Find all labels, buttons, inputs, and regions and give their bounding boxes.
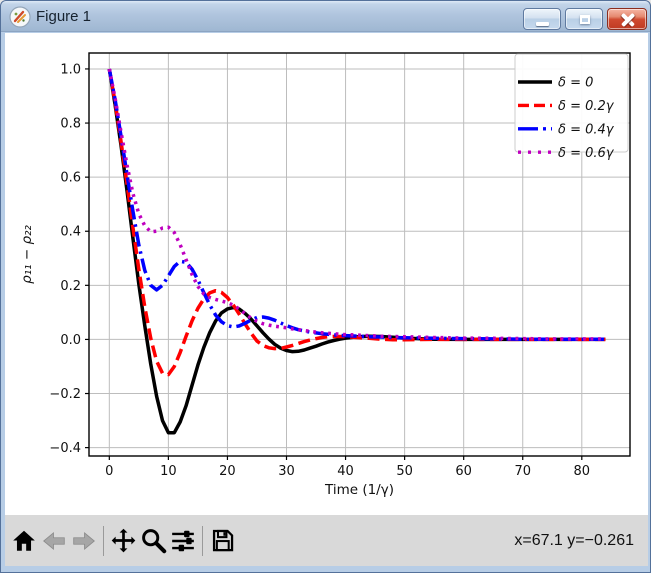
pan-button[interactable] [108, 524, 138, 558]
y-tick-label: 0.6 [60, 171, 81, 186]
back-button[interactable] [39, 524, 69, 558]
titlebar[interactable]: Figure 1 [1, 1, 650, 32]
toolbar-separator [202, 525, 203, 556]
toolbar-separator [103, 525, 104, 556]
legend-label-2: δ = 0.4γ [558, 122, 615, 137]
cursor-position-status: x=67.1 y=−0.261 [514, 532, 634, 549]
legend-label-0: δ = 0 [558, 76, 593, 91]
x-tick-label: 20 [219, 464, 236, 479]
minimize-icon [536, 22, 549, 26]
back-icon [43, 531, 65, 550]
forward-icon [73, 531, 95, 550]
y-tick-label: −0.4 [49, 441, 81, 456]
legend-label-1: δ = 0.2γ [558, 99, 615, 114]
x-tick-label: 70 [514, 464, 531, 479]
save-button[interactable] [207, 524, 237, 558]
axes-spines [88, 52, 631, 457]
y-tick-label: 1.0 [60, 62, 81, 77]
plot-area: 0 10 20 30 40 50 60 70 80 −0.4 −0.2 0.0 0.2 0.4 0.6 0.8… [19, 52, 631, 498]
series-line-3 [107, 68, 606, 341]
y-axis-label: ρ₁₁ − ρ₂₂ [19, 225, 35, 284]
x-tick-label: 0 [105, 464, 113, 479]
maximize-button[interactable] [565, 8, 603, 30]
forward-button[interactable] [69, 524, 99, 558]
home-icon [13, 530, 35, 551]
y-tick-label: 0.2 [60, 279, 81, 294]
x-tick-label: 40 [337, 464, 354, 479]
window-title: Figure 1 [36, 8, 92, 25]
x-tick-label: 50 [396, 464, 413, 479]
series-line-2 [107, 68, 606, 341]
sliders-icon [172, 530, 194, 551]
x-tick-label: 60 [455, 464, 472, 479]
y-tick-label: 0.8 [60, 117, 81, 132]
app-icon [9, 6, 31, 28]
save-icon [212, 529, 233, 552]
x-tick-label: 80 [574, 464, 591, 479]
x-tick-label: 30 [278, 464, 295, 479]
x-tick-label: 10 [160, 464, 177, 479]
close-button[interactable] [607, 8, 647, 30]
legend-label-3: δ = 0.6γ [558, 146, 615, 161]
y-tick-label: 0.0 [60, 333, 81, 348]
maximize-icon [580, 15, 590, 24]
series-line-1 [107, 68, 606, 377]
zoom-rect-icon [141, 529, 166, 554]
pan-icon [111, 528, 135, 553]
x-axis-label: Time (1/γ) [324, 482, 394, 498]
navigation-toolbar: x=67.1 y=−0.261 [5, 515, 648, 566]
minimize-button[interactable] [523, 8, 561, 30]
series-line-0 [107, 68, 606, 435]
configure-subplots-button[interactable] [168, 524, 198, 558]
home-button[interactable] [9, 524, 39, 558]
y-tick-label: 0.4 [60, 225, 81, 240]
figure-canvas[interactable]: 0 10 20 30 40 50 60 70 80 −0.4 −0.2 0.0 0.2 0.4 0.6 0.8… [5, 33, 648, 515]
zoom-button[interactable] [138, 524, 168, 558]
y-tick-label: −0.2 [49, 387, 81, 402]
